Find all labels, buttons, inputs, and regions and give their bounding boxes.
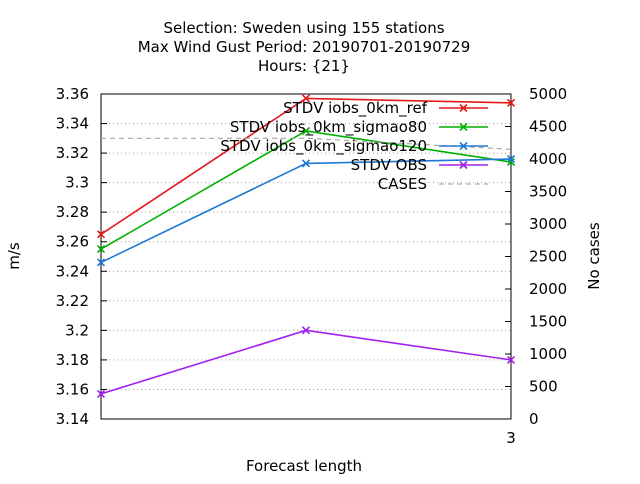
y2-tick-label: 3000 xyxy=(529,215,567,233)
chart-title-line: Hours: {21} xyxy=(258,57,350,75)
y-tick-label: 3.14 xyxy=(56,410,89,428)
series-point-2 xyxy=(301,159,311,168)
legend-label: STDV OBS xyxy=(351,156,427,174)
point-mark xyxy=(506,154,516,164)
y2-tick-label: 500 xyxy=(529,378,558,396)
point-mark xyxy=(96,258,106,267)
y-tick-label: 3.22 xyxy=(56,292,89,310)
series-point-1 xyxy=(301,126,311,135)
point-mark xyxy=(96,389,106,398)
y2-tick-label: 2500 xyxy=(529,248,567,266)
point-mark xyxy=(301,94,311,103)
x-tick-label: 3 xyxy=(506,429,516,447)
series-point-3 xyxy=(506,355,516,364)
point-mark xyxy=(506,98,516,107)
x-axis-ticks: 3 xyxy=(506,413,516,447)
x-axis-label: Forecast length xyxy=(246,457,362,475)
y2-tick-label: 5000 xyxy=(529,85,567,103)
series-point-2 xyxy=(506,154,516,164)
legend-marker xyxy=(459,103,468,113)
legend-marker xyxy=(459,141,468,151)
point-mark xyxy=(96,245,106,254)
y2-tick-label: 1000 xyxy=(529,345,567,363)
series-point-3 xyxy=(301,326,311,335)
y-tick-label: 3.3 xyxy=(65,174,89,192)
y2-tick-label: 4500 xyxy=(529,118,567,136)
y-axis-label: m/s xyxy=(5,242,23,270)
y2-axis-label: No cases xyxy=(585,222,603,290)
series-point-3 xyxy=(96,389,106,398)
chart-title: Selection: Sweden using 155 stationsMax … xyxy=(138,19,471,75)
y-tick-label: 3.36 xyxy=(56,85,89,103)
series-point-0 xyxy=(301,94,311,103)
point-mark xyxy=(301,159,311,168)
y-axis-ticks: 3.14 3.16 3.18 3.2 3.22 3.24 3.26 3.28 3.3 3.32 3.… xyxy=(56,85,107,428)
legend-label: STDV iobs_0km_sigmao120 xyxy=(220,137,427,156)
series-point-2 xyxy=(96,258,106,267)
y2-tick-label: 1500 xyxy=(529,313,567,331)
chart-title-line: Max Wind Gust Period: 20190701-20190729 xyxy=(138,38,471,56)
series-point-0 xyxy=(96,230,106,239)
legend-marker xyxy=(459,122,468,132)
legend-label: STDV iobs_0km_ref xyxy=(283,99,428,118)
point-mark xyxy=(301,126,311,135)
series-point-1 xyxy=(96,245,106,254)
y2-axis-ticks: 0 500 1000 1500 2000 2500 3000 3500 4000 4500 5000 xyxy=(505,85,567,428)
legend-label: STDV iobs_0km_sigmao80 xyxy=(230,118,427,137)
y2-tick-label: 3500 xyxy=(529,183,567,201)
y2-tick-label: 2000 xyxy=(529,280,567,298)
legend-marker xyxy=(459,160,468,170)
series xyxy=(96,94,516,398)
point-mark xyxy=(96,230,106,239)
series-point-0 xyxy=(506,98,516,107)
y-tick-label: 3.16 xyxy=(56,380,89,398)
y-tick-label: 3.32 xyxy=(56,144,89,162)
y2-tick-label: 0 xyxy=(529,410,539,428)
series-line-3 xyxy=(100,329,512,395)
y-tick-label: 3.2 xyxy=(65,321,89,339)
chart-title-line: Selection: Sweden using 155 stations xyxy=(163,19,444,37)
y-tick-label: 3.18 xyxy=(56,351,89,369)
y-tick-label: 3.28 xyxy=(56,203,89,221)
series-line-2 xyxy=(100,158,512,264)
point-mark xyxy=(301,326,311,335)
y2-tick-label: 4000 xyxy=(529,150,567,168)
legend-label: CASES xyxy=(378,175,427,193)
point-mark xyxy=(506,355,516,364)
y-tick-label: 3.34 xyxy=(56,115,89,133)
point-mark xyxy=(506,157,516,167)
y-tick-label: 3.26 xyxy=(56,233,89,251)
y-tick-label: 3.24 xyxy=(56,262,89,280)
